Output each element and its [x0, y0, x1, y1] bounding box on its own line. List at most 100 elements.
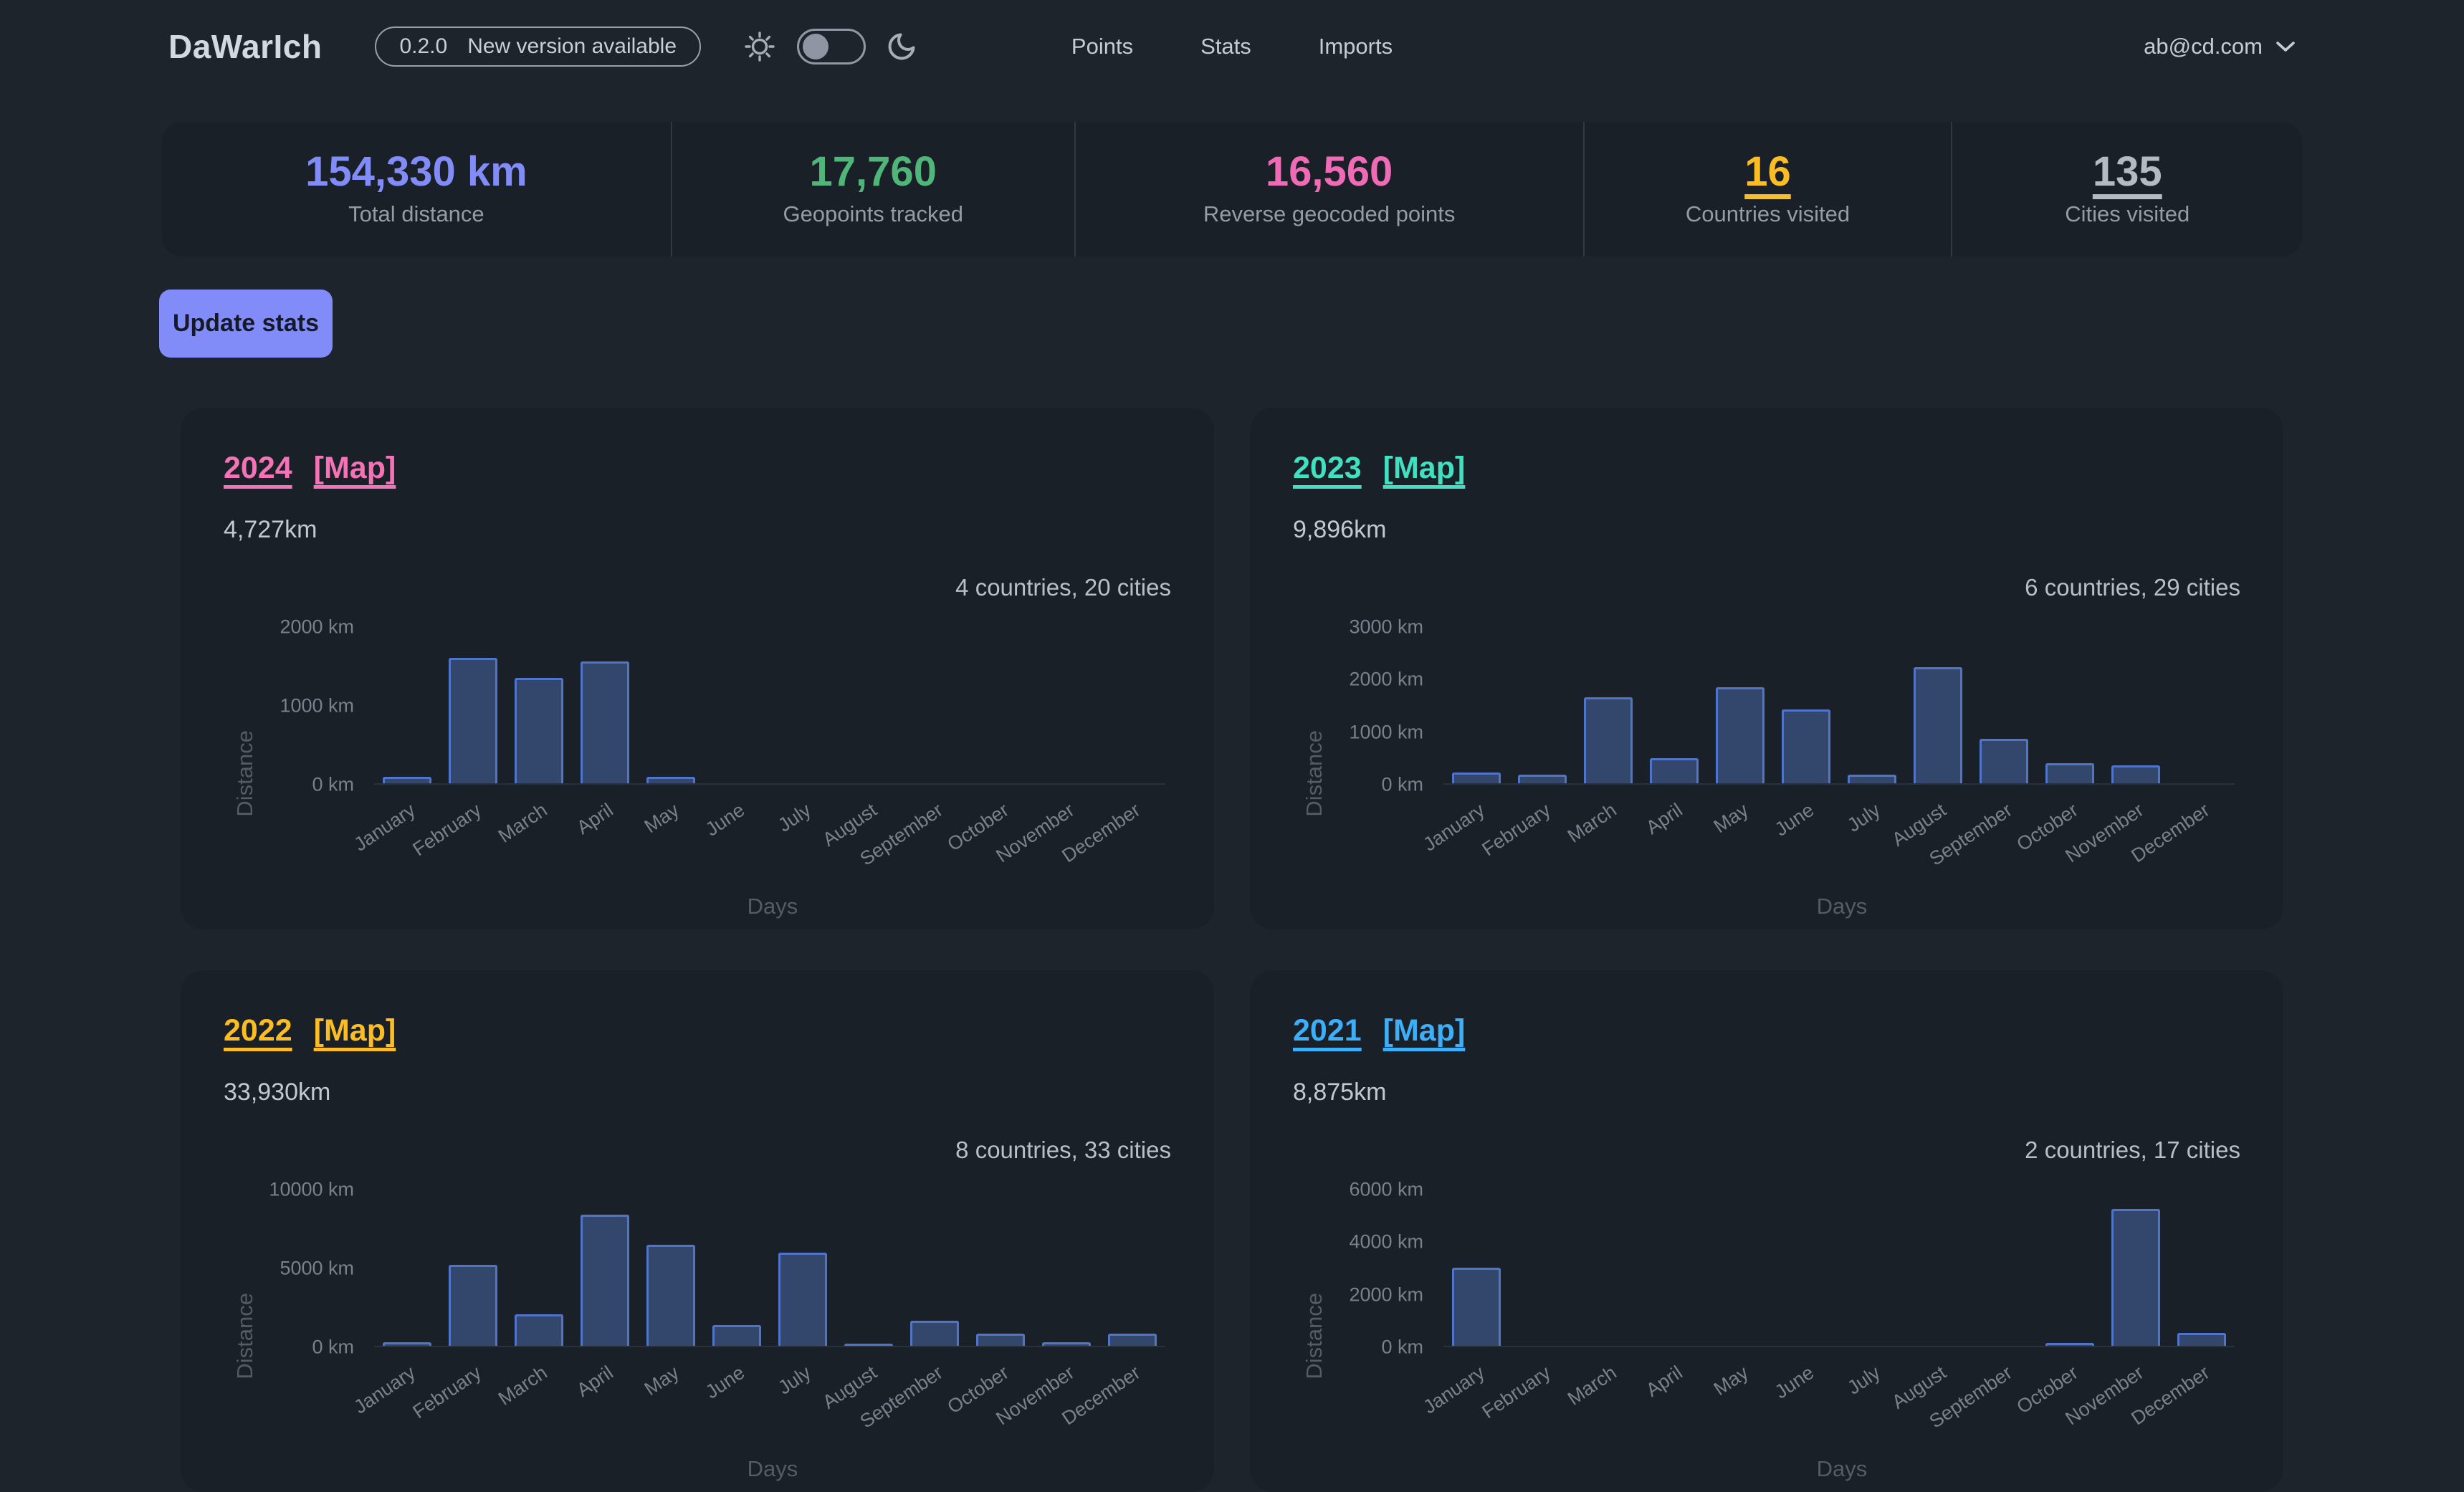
- nav-item-stats[interactable]: Stats: [1200, 34, 1251, 59]
- x-label-slot: June: [1771, 785, 1839, 894]
- map-link[interactable]: [Map]: [313, 1013, 396, 1048]
- stats-bar: 154,330 km Total distance 17,760 Geopoin…: [162, 122, 2302, 257]
- bar-slot: [1641, 1190, 1707, 1346]
- y-axis-title: Distance: [1302, 730, 1327, 817]
- distance-bar: [514, 677, 564, 783]
- distance-bar: [1451, 773, 1501, 783]
- user-menu[interactable]: ab@cd.com: [2144, 34, 2296, 59]
- version-badge-label: New version available: [467, 34, 677, 58]
- distance-bar-chart: Distance 0 km 1000 km 2000 km January Febru…: [224, 616, 1171, 919]
- x-label-slot: March: [495, 785, 572, 894]
- bar-slot: [506, 627, 572, 783]
- year-link[interactable]: 2023: [1293, 451, 1362, 485]
- x-label-slot: June: [702, 1347, 770, 1456]
- distance-bar: [1517, 775, 1567, 783]
- year-cards-grid: 2024 [Map] 4,727km 4 countries, 20 citie…: [181, 408, 2283, 1492]
- distance-bar: [514, 1314, 564, 1346]
- bar-slot: [1773, 1190, 1839, 1346]
- bar-slot: [836, 627, 902, 783]
- distance-bar: [2177, 1332, 2227, 1346]
- stat-label-geopoints: Geopoints tracked: [783, 201, 964, 226]
- x-label-slot: May: [638, 785, 704, 894]
- year-link[interactable]: 2021: [1293, 1013, 1362, 1048]
- stat-value-countries-visited[interactable]: 16: [1744, 148, 1791, 195]
- y-tick-label: 0 km: [1381, 773, 1423, 795]
- theme-switcher: [742, 29, 917, 64]
- month-label: April: [1642, 1362, 1686, 1402]
- distance-bar: [2111, 765, 2161, 783]
- month-label: April: [573, 799, 617, 839]
- year-link[interactable]: 2022: [224, 1013, 292, 1048]
- y-axis-title: Distance: [1302, 1292, 1327, 1379]
- distance-bar: [1041, 1342, 1092, 1346]
- bar-slot: [770, 627, 836, 783]
- distance-bar: [1649, 758, 1699, 783]
- year-card-2024: 2024 [Map] 4,727km 4 countries, 20 citie…: [181, 408, 1214, 929]
- stat-value-total-distance: 154,330 km: [305, 148, 527, 195]
- month-label: July: [1843, 1362, 1884, 1399]
- chevron-down-icon: [2276, 40, 2296, 53]
- month-label: July: [774, 799, 815, 836]
- month-label: January: [350, 1362, 419, 1418]
- distance-bar-chart: Distance 0 km 1000 km 2000 km 3000 km Janua…: [1293, 616, 2240, 919]
- x-label-slot: May: [1707, 785, 1773, 894]
- x-label-slot: March: [1564, 785, 1641, 894]
- bar-slot: [2169, 627, 2235, 783]
- year-card-2021: 2021 [Map] 8,875km 2 countries, 17 citie…: [1250, 970, 2283, 1492]
- update-stats-button[interactable]: Update stats: [159, 290, 333, 358]
- nav-item-imports[interactable]: Imports: [1318, 34, 1393, 59]
- year-card-2022: 2022 [Map] 33,930km 8 countries, 33 citi…: [181, 970, 1214, 1492]
- bar-slot: [1971, 627, 2037, 783]
- bar-slot: [968, 627, 1033, 783]
- x-label-slot: February: [1478, 785, 1575, 894]
- map-link[interactable]: [Map]: [1383, 451, 1466, 485]
- bar-slot: [572, 627, 638, 783]
- theme-toggle[interactable]: [797, 29, 866, 64]
- stat-label-countries-visited: Countries visited: [1685, 201, 1851, 226]
- stat-label-total-distance: Total distance: [348, 201, 484, 226]
- bar-slot: [440, 627, 506, 783]
- x-axis-title: Days: [747, 1456, 798, 1481]
- countries-cities-summary: 4 countries, 20 cities: [955, 574, 1171, 601]
- distance-bar: [2045, 762, 2095, 783]
- x-label-slot: February: [409, 785, 506, 894]
- main-nav: Points Stats Imports: [1071, 34, 1393, 59]
- bar-slot: [1707, 627, 1773, 783]
- version-badge[interactable]: 0.2.0 New version available: [375, 27, 702, 67]
- bar-slot: [704, 627, 770, 783]
- year-total-distance: 8,875km: [1293, 1079, 1387, 1106]
- card-title-row: 2024 [Map]: [224, 451, 1171, 486]
- theme-toggle-knob: [803, 34, 829, 59]
- x-label-slot: April: [572, 785, 638, 894]
- x-axis-labels: January February March April May June July Augu…: [1419, 1347, 2235, 1456]
- chart-plot-area: 0 km 1000 km 2000 km: [280, 616, 1165, 795]
- nav-item-points[interactable]: Points: [1071, 34, 1134, 59]
- year-link[interactable]: 2024: [224, 451, 292, 485]
- bar-slot: [1033, 1190, 1099, 1346]
- y-tick-label: 1000 km: [280, 694, 354, 717]
- map-link[interactable]: [Map]: [313, 451, 396, 485]
- y-tick-label: 2000 km: [1349, 1283, 1423, 1306]
- stat-reverse-geocoded: 16,560 Reverse geocoded points: [1074, 122, 1583, 257]
- y-tick-label: 1000 km: [1349, 721, 1423, 743]
- distance-bar: [1847, 774, 1897, 783]
- distance-bar: [2111, 1209, 2161, 1346]
- month-label: May: [640, 1362, 683, 1400]
- year-total-distance: 33,930km: [224, 1079, 331, 1106]
- stat-value-cities-visited[interactable]: 135: [2092, 148, 2162, 195]
- y-tick-label: 5000 km: [280, 1257, 354, 1279]
- bar-slot: [1443, 1190, 1509, 1346]
- countries-cities-summary: 2 countries, 17 cities: [2025, 1137, 2240, 1163]
- month-label: April: [573, 1362, 617, 1402]
- distance-bar: [1107, 1333, 1157, 1346]
- map-link[interactable]: [Map]: [1383, 1013, 1466, 1048]
- distance-bar: [448, 1264, 498, 1346]
- app-logo[interactable]: DaWarIch: [168, 28, 323, 65]
- bar-slot: [1099, 1190, 1165, 1346]
- month-label: July: [1843, 799, 1884, 836]
- month-label: January: [1419, 1362, 1489, 1418]
- distance-bar: [580, 1214, 630, 1346]
- distance-bar: [2045, 1342, 2095, 1346]
- y-tick-label: 0 km: [312, 1336, 354, 1358]
- distance-bar: [580, 661, 630, 783]
